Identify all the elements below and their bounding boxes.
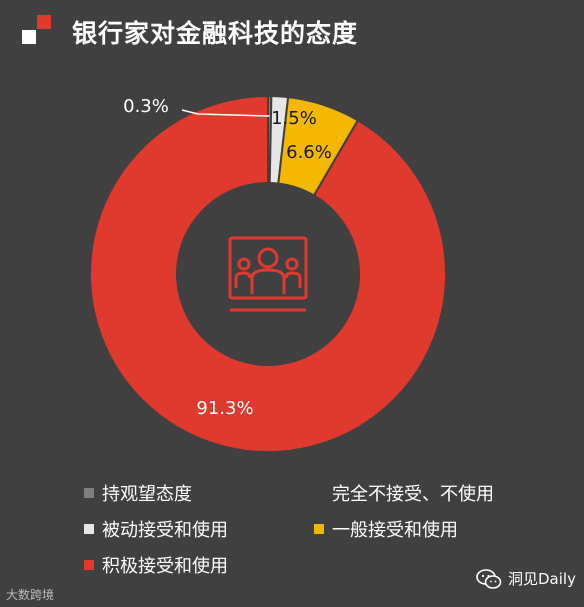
legend-item: 持观望态度 [84,480,192,506]
legend-label: 完全不接受、不使用 [332,484,494,505]
people-meeting-icon [228,236,308,312]
data-label-general: 6.6% [286,142,332,163]
legend-swatch [84,524,94,534]
legend-swatch [84,488,94,498]
watermark-right: 洞见Daily [476,568,576,589]
legend-label: 一般接受和使用 [332,520,458,541]
logo-square-white [22,30,36,44]
page-title: 银行家对金融科技的态度 [72,19,359,48]
legend-swatch [314,524,324,534]
logo-square-red [37,15,51,29]
legend-item: 一般接受和使用 [314,516,458,542]
legend-label: 积极接受和使用 [102,556,228,577]
watermark-left-text: 大数跨境 [6,588,55,602]
watermark-left: 大数跨境 [6,586,54,603]
leader-line-wait-and-see [181,109,270,117]
data-label-wait-and-see: 0.3% [123,96,169,117]
legend-label: 被动接受和使用 [102,520,228,541]
watermark-right-text: 洞见Daily [508,570,576,588]
legend-swatch [314,488,324,498]
legend-item: 完全不接受、不使用 [314,480,494,506]
legend-item: 被动接受和使用 [84,516,228,542]
data-label-active: 91.3% [196,398,253,419]
brand-logo-icon [20,14,52,46]
legend-swatch [84,560,94,570]
wechat-icon [476,568,502,589]
legend-label: 持观望态度 [102,484,192,505]
legend-item: 积极接受和使用 [84,552,228,578]
donut-slice-active [89,94,447,453]
data-label-passive: 1.5% [271,108,317,129]
